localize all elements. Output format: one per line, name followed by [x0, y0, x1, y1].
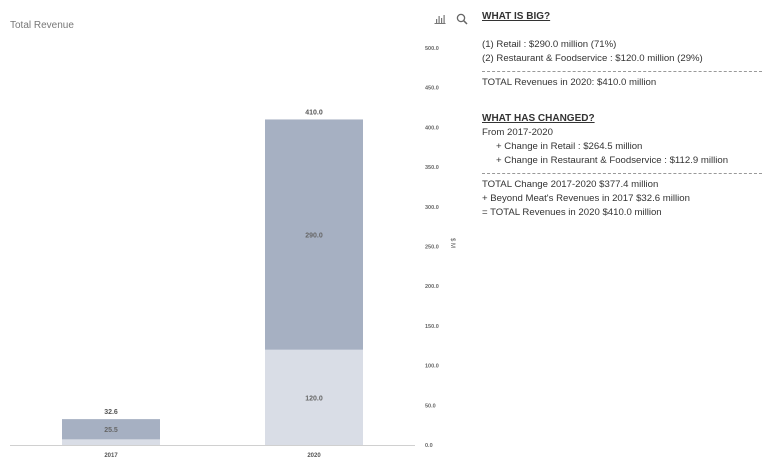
bar-segment — [62, 419, 160, 440]
bar-segment — [265, 349, 363, 445]
y-tick-label: 200.0 — [425, 284, 439, 290]
bar-value-label: 290.0 — [305, 233, 323, 240]
y-tick-label: 450.0 — [425, 86, 439, 92]
divider — [482, 71, 762, 72]
x-tick-label: 2017 — [104, 453, 118, 459]
y-tick-label: 100.0 — [425, 364, 439, 370]
period-line: From 2017-2020 — [482, 127, 553, 138]
y-tick-label: 0.0 — [425, 443, 433, 449]
chart-toolbar — [433, 12, 469, 26]
chart-title: Total Revenue — [10, 20, 74, 31]
y-tick-label: 350.0 — [425, 165, 439, 171]
bar-segment — [265, 119, 363, 350]
y-tick-label: 300.0 — [425, 205, 439, 211]
bar-chart-icon[interactable] — [433, 12, 447, 26]
total-change-line: TOTAL Change 2017-2020 $377.4 million — [482, 179, 659, 190]
y-tick-label: 500.0 — [425, 46, 439, 52]
bar-total-label: 410.0 — [305, 109, 323, 116]
big-total-line: TOTAL Revenues in 2020: $410.0 million — [482, 77, 657, 88]
big-restaurant-line: (2) Restaurant & Foodservice : $120.0 mi… — [482, 53, 703, 64]
what-is-big-heading: WHAT IS BIG? — [482, 11, 551, 22]
search-icon[interactable] — [455, 12, 469, 26]
bar-value-label: 120.0 — [305, 395, 323, 402]
y-tick-label: 250.0 — [425, 245, 439, 251]
insights-panel: WHAT IS BIG? (1) Retail : $290.0 million… — [482, 10, 762, 220]
bar-value-label: 25.5 — [104, 427, 118, 434]
change-restaurant-line: + Change in Restaurant & Foodservice : $… — [496, 155, 729, 166]
y-tick-label: 400.0 — [425, 125, 439, 131]
what-has-changed-heading: WHAT HAS CHANGED? — [482, 113, 595, 124]
y-tick-label: 50.0 — [425, 403, 436, 409]
y-axis-label: $ M — [449, 238, 455, 248]
change-retail-line: + Change in Retail : $264.5 million — [496, 141, 643, 152]
bar-total-label: 32.6 — [104, 409, 118, 416]
y-tick-label: 150.0 — [425, 324, 439, 330]
divider — [482, 173, 762, 174]
big-retail-line: (1) Retail : $290.0 million (71%) — [482, 39, 617, 50]
total-2020-line: = TOTAL Revenues in 2020 $410.0 million — [482, 207, 662, 218]
beyond-2017-line: + Beyond Meat's Revenues in 2017 $32.6 m… — [482, 193, 690, 204]
bar-segment — [62, 439, 160, 445]
x-tick-label: 2020 — [307, 453, 321, 459]
